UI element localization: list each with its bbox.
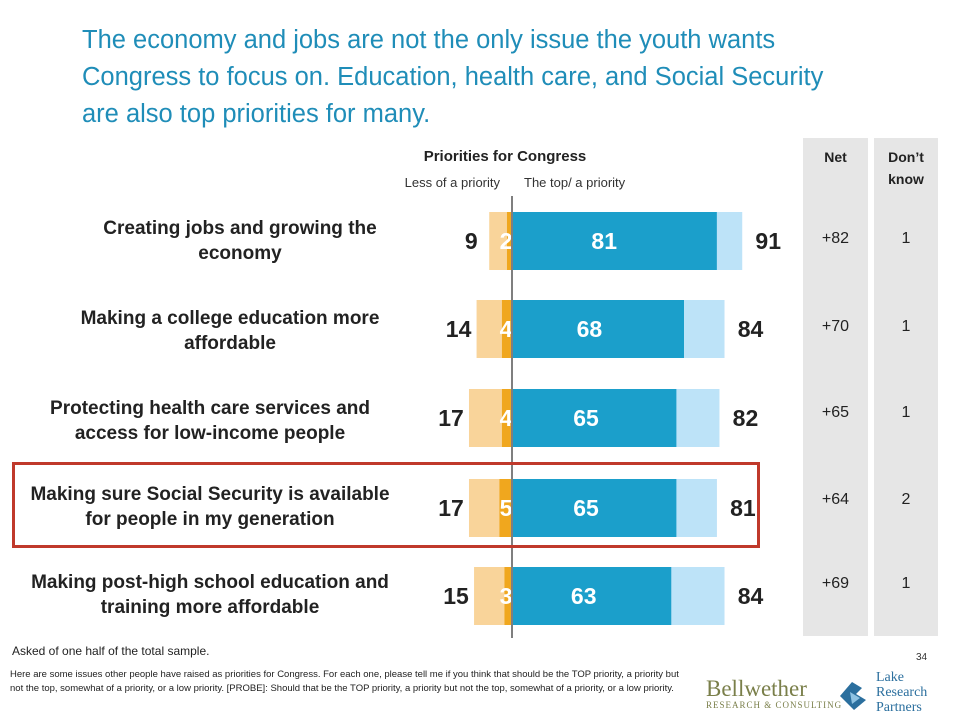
bar-less-inner [501,300,512,358]
bar-priority [676,389,720,447]
bar-less-inner [499,479,512,537]
top-priority-label: 68 [577,316,603,342]
priority-total-label: 84 [738,316,764,342]
sample-note: Asked of one half of the total sample. [12,644,210,658]
dont-know-value: 1 [901,404,911,421]
lake-logo-text: Lake Research Partners [876,670,928,715]
bellwether-logo-tagline: RESEARCH & CONSULTING [706,700,843,710]
lake-logo-icon [840,682,866,710]
dont-know-column-header: Don’t know [888,149,924,187]
less-inner-label: 4 [500,316,513,342]
priority-total-label: 84 [738,583,764,609]
less-total-label: 15 [443,583,469,609]
dont-know-column: Don’t know 1 1 1 2 1 [874,138,938,636]
priority-total-label: 91 [755,228,781,254]
question-text: Here are some issues other people have r… [10,669,679,694]
highlight-box [12,462,760,548]
dont-know-value: 1 [901,230,911,247]
page-title: The economy and jobs are not the only is… [82,26,824,128]
net-column: Net +82 +70 +65 +64 +69 [803,138,868,636]
dont-know-value: 1 [901,575,911,592]
net-value: +70 [821,318,850,335]
less-total-label: 14 [446,316,472,342]
lake-research-logo: Lake Research Partners [836,668,954,718]
less-inner-label: 5 [500,495,513,521]
bar-less-outer [489,212,507,270]
less-inner-label: 4 [500,405,513,431]
bar-less-inner [506,212,512,270]
bar-less-outer [476,300,502,358]
bar-less-outer [468,479,500,537]
bar-less-outer [468,389,502,447]
bar-top-priority [512,212,717,270]
priority-total-label: 81 [730,495,756,521]
net-value: +69 [821,575,850,592]
less-total-label: 17 [438,495,464,521]
bar-top-priority [512,479,677,537]
top-priority-label: 65 [573,495,599,521]
dont-know-value: 1 [901,318,911,335]
less-inner-label: 3 [500,583,513,609]
bar-priority [676,479,717,537]
top-priority-label: 63 [571,583,597,609]
top-priority-label: 81 [591,228,617,254]
net-value: +65 [821,404,850,421]
top-priority-header: The top/ a priority [524,175,626,190]
chart-title: Priorities for Congress [423,148,587,165]
category-label: Making sure Social Security is available… [30,484,390,530]
page-number: 34 [916,652,928,663]
less-total-label: 17 [438,405,464,431]
top-priority-label: 65 [573,405,599,431]
priority-total-label: 82 [733,405,759,431]
less-total-label: 9 [465,228,478,254]
net-value: +82 [821,230,850,247]
bar-top-priority [512,389,677,447]
category-label: Making a college education more affordab… [80,308,380,354]
bar-less-inner [501,389,512,447]
net-value: +64 [821,491,850,508]
less-inner-label: 2 [500,228,513,254]
category-label: Protecting health care services and acce… [50,398,370,444]
bellwether-logo-name: Bellwether [706,676,807,701]
bar-less-outer [474,567,505,625]
category-label: Creating jobs and growing the economy [103,218,377,264]
bar-priority [684,300,725,358]
net-column-header: Net [824,149,847,165]
bar-priority [716,212,743,270]
bar-top-priority [512,300,685,358]
less-priority-header: Less of a priority [404,175,500,190]
bar-priority [671,567,725,625]
bar-top-priority [512,567,672,625]
bar-less-inner [504,567,512,625]
category-label: Making post-high school education and tr… [31,572,389,618]
dont-know-value: 2 [901,491,911,508]
bellwether-logo: Bellwether RESEARCH & CONSULTING [706,676,843,710]
